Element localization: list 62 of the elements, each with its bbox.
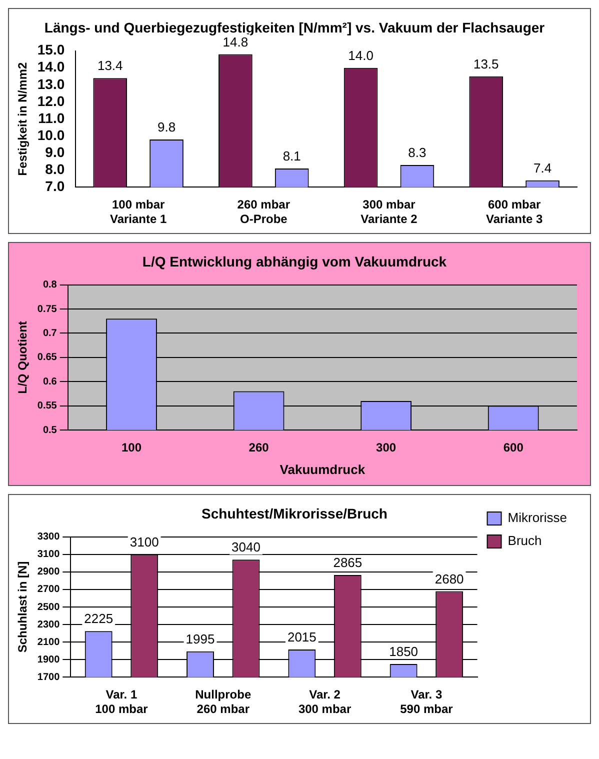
legend-label: Bruch [508, 533, 542, 548]
y-axis-title: Schuhlast in [N] [16, 561, 30, 653]
x-tick-label: 100 mbar Variante 1 [110, 198, 167, 226]
x-tick-label: 300 [376, 440, 396, 455]
chart-title: L/Q Entwicklung abhängig vom Vakuumdruck [142, 253, 447, 270]
y-tick-label: 2100 [37, 636, 60, 648]
data-label: 3040 [232, 540, 260, 555]
y-tick-label: 2300 [37, 619, 60, 630]
x-tick-label: Var. 3 590 mbar [400, 688, 454, 716]
chart-title: Längs- und Querbiegezugfestigkeiten [N/mm²] vs. Vakuum der Flachsauger [44, 19, 546, 36]
y-tick-label: 12.0 [37, 92, 65, 109]
y-tick-label: 10.0 [37, 126, 65, 143]
y-tick-label: 2500 [37, 602, 60, 613]
data-label: 14.0 [348, 48, 374, 63]
data-label: 13.5 [473, 56, 499, 72]
y-tick-label: 0.5 [42, 424, 58, 436]
x-tick-label: 260 [248, 440, 270, 455]
data-label: 14.8 [222, 34, 248, 50]
y-tick-label: 0.8 [42, 280, 58, 291]
data-label: 13.4 [97, 58, 123, 74]
x-tick-label: 600 [503, 440, 524, 455]
y-tick-label: 0.65 [37, 352, 58, 364]
y-tick-label: 2900 [37, 566, 60, 578]
chart-title: Schuhtest/Mikrorisse/Bruch [202, 505, 388, 522]
data-label: 7.4 [533, 160, 552, 176]
y-tick-label: 3100 [37, 549, 60, 560]
y-tick-label: 2700 [37, 584, 60, 596]
y-tick-label: 8.0 [45, 161, 65, 178]
x-tick-label: 300 mbar Variante 2 [360, 198, 418, 226]
y-tick-label: 1700 [37, 672, 60, 683]
x-tick-label: Var. 2 300 mbar [298, 688, 352, 716]
y-tick-label: 1900 [37, 654, 60, 666]
y-tick-label: 3300 [37, 532, 60, 543]
data-label: 8.1 [282, 148, 301, 164]
data-label: 2680 [434, 571, 464, 586]
x-tick-label: 100 [121, 440, 142, 455]
data-label: 1995 [186, 631, 215, 646]
x-tick-label: Var. 1 100 mbar [95, 688, 148, 716]
x-tick-label: Nullprobe 260 mbar [195, 688, 252, 716]
y-tick-label: 14.0 [37, 58, 65, 75]
y-tick-label: 0.7 [42, 328, 58, 339]
y-axis-title: L/Q Quotient [16, 321, 30, 394]
data-label: 2225 [84, 611, 114, 626]
y-tick-label: 0.55 [37, 400, 58, 412]
y-tick-label: 15.0 [37, 42, 65, 58]
y-tick-label: 11.0 [38, 110, 65, 126]
y-tick-label: 0.6 [42, 376, 58, 388]
y-tick-label: 7.0 [45, 178, 65, 194]
data-label: 8.3 [408, 145, 426, 160]
data-label: 9.8 [157, 120, 176, 135]
y-axis-title: Festigkeit in N/mm2 [16, 62, 30, 176]
data-label: 2865 [333, 555, 362, 570]
y-tick-label: 13.0 [37, 76, 65, 92]
data-label: 1850 [389, 644, 418, 660]
legend-label: Mikrorisse [508, 510, 568, 526]
data-label: 2015 [287, 630, 316, 645]
data-label: 3100 [130, 534, 159, 550]
x-tick-label: 260 mbar O-Probe [237, 198, 290, 226]
y-tick-label: 9.0 [45, 144, 65, 160]
x-tick-label: 600 mbar Variante 3 [486, 198, 544, 226]
x-axis-title: Vakuumdruck [280, 462, 366, 477]
y-tick-label: 0.75 [37, 304, 58, 315]
